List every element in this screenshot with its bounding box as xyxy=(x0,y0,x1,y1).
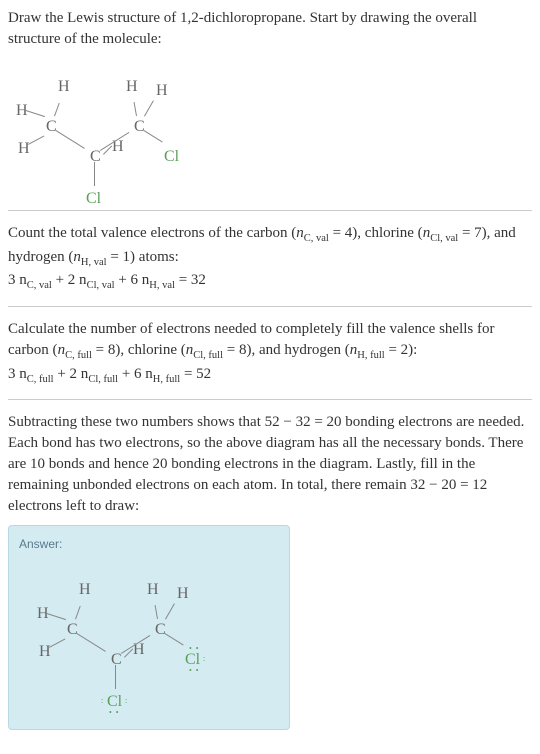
var: n xyxy=(58,342,66,358)
atom-cl: Cl xyxy=(164,146,179,168)
bond xyxy=(55,130,84,149)
valence-formula: 3 nC, val + 2 nCl, val + 6 nH, val = 32 xyxy=(8,270,532,294)
bond xyxy=(144,100,154,116)
divider xyxy=(8,399,532,400)
text: + 6 n xyxy=(115,272,150,288)
atom-h: H xyxy=(18,138,30,160)
sub: C, val xyxy=(304,233,329,244)
sub: H, val xyxy=(81,257,107,268)
lone-pair: • • xyxy=(189,643,200,654)
sub: C, full xyxy=(27,374,54,385)
lewis-diagram-initial: H H H C C H C H H Cl Cl xyxy=(8,58,208,198)
atom-h: H xyxy=(177,583,189,605)
answer-box: Answer: H H H C C H C H H Cl Cl xyxy=(8,525,290,730)
bond xyxy=(47,613,66,620)
answer-label: Answer: xyxy=(19,536,279,553)
atom-h: H xyxy=(39,641,51,663)
atom-c: C xyxy=(155,619,166,641)
conclusion-section: Subtracting these two numbers shows that… xyxy=(8,412,532,730)
text: = 52 xyxy=(180,366,211,382)
bond xyxy=(49,639,65,648)
bond xyxy=(26,110,45,117)
atom-h: H xyxy=(37,603,49,625)
atom-c: C xyxy=(67,619,78,641)
text: Count the total valence electrons of the… xyxy=(8,225,296,241)
text: + 2 n xyxy=(52,272,87,288)
sub: H, full xyxy=(153,374,180,385)
intro-section: Draw the Lewis structure of 1,2-dichloro… xyxy=(8,8,532,198)
sub: H, val xyxy=(149,280,175,291)
bond xyxy=(75,606,81,619)
text: + 6 n xyxy=(118,366,153,382)
atom-h: H xyxy=(79,579,91,601)
divider xyxy=(8,306,532,307)
text: = 4), chlorine ( xyxy=(329,225,423,241)
atom-h: H xyxy=(156,80,168,102)
sub: C, full xyxy=(65,350,92,361)
sub: H, full xyxy=(357,350,384,361)
bond xyxy=(134,102,137,116)
atom-c: C xyxy=(46,116,57,138)
sub: Cl, val xyxy=(87,280,115,291)
lewis-diagram-answer: H H H C C H C H H Cl Cl • • : • • xyxy=(19,561,219,711)
lone-pair: : xyxy=(101,695,104,706)
text: 3 n xyxy=(8,366,27,382)
atom-h: H xyxy=(126,76,138,98)
text: 3 n xyxy=(8,272,27,288)
atom-h: H xyxy=(147,579,159,601)
sub: Cl, full xyxy=(193,350,223,361)
text: = 1) atoms: xyxy=(107,249,179,265)
atom-c: C xyxy=(134,116,145,138)
lone-pair: : xyxy=(203,653,206,664)
text: + 2 n xyxy=(54,366,89,382)
lone-pair: • • xyxy=(109,707,120,718)
intro-text: Draw the Lewis structure of 1,2-dichloro… xyxy=(8,8,532,50)
text: = 8), and hydrogen ( xyxy=(223,342,350,358)
sub: Cl, val xyxy=(430,233,458,244)
text: = 32 xyxy=(175,272,206,288)
full-formula: 3 nC, full + 2 nCl, full + 6 nH, full = … xyxy=(8,364,532,388)
bond xyxy=(165,604,175,620)
bond xyxy=(143,130,162,143)
bond xyxy=(94,162,95,186)
text: = 8), chlorine ( xyxy=(92,342,186,358)
valence-section: Count the total valence electrons of the… xyxy=(8,223,532,294)
atom-cl: Cl xyxy=(86,188,101,210)
bond xyxy=(115,665,116,689)
sub: Cl, full xyxy=(88,374,118,385)
conclusion-text: Subtracting these two numbers shows that… xyxy=(8,412,532,517)
bond xyxy=(164,633,183,646)
var: n xyxy=(73,249,81,265)
full-shell-section: Calculate the number of electrons needed… xyxy=(8,319,532,387)
bond xyxy=(76,633,105,652)
atom-h: H xyxy=(58,76,70,98)
bond xyxy=(155,605,158,619)
bond xyxy=(28,136,44,145)
var: n xyxy=(296,225,304,241)
bond xyxy=(54,103,60,116)
lone-pair: • • xyxy=(189,665,200,676)
sub: C, val xyxy=(27,280,52,291)
text: = 2): xyxy=(385,342,418,358)
lone-pair: : xyxy=(125,695,128,706)
